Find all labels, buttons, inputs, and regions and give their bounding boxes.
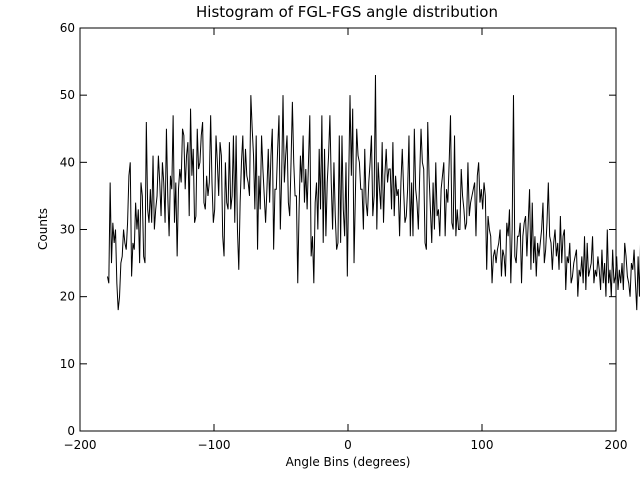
- y-tick-label: 40: [60, 155, 75, 169]
- x-tick-label: 200: [605, 438, 628, 452]
- y-tick-label: 10: [60, 357, 75, 371]
- x-tick-label: −200: [64, 438, 97, 452]
- series-line: [106, 75, 640, 311]
- x-tick-label: 100: [471, 438, 494, 452]
- x-tick-label: −100: [198, 438, 231, 452]
- y-tick-label: 0: [67, 424, 75, 438]
- chart-title: Histogram of FGL-FGS angle distribution: [196, 3, 498, 21]
- y-axis-ticks: 0 10 20 30 40 50 60: [60, 21, 616, 438]
- x-axis-label: Angle Bins (degrees): [286, 455, 411, 469]
- y-tick-label: 60: [60, 21, 75, 35]
- y-tick-label: 30: [60, 223, 75, 237]
- x-axis-ticks: −200 −100 0 100 200: [64, 28, 628, 452]
- y-tick-label: 20: [60, 290, 75, 304]
- y-tick-label: 50: [60, 88, 75, 102]
- y-axis-label: Counts: [36, 208, 50, 250]
- x-tick-label: 0: [344, 438, 352, 452]
